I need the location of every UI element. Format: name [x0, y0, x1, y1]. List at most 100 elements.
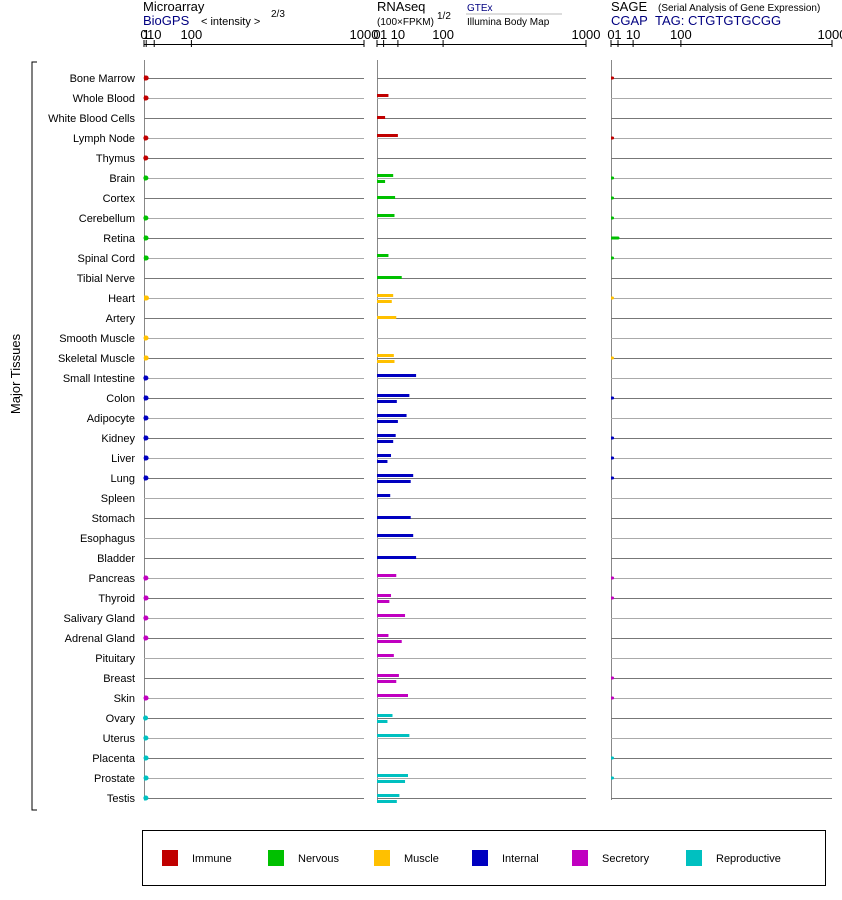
tissue-label: Skeletal Muscle: [58, 353, 135, 365]
legend-label: Reproductive: [716, 853, 781, 865]
y-axis-label: Major Tissues: [8, 333, 23, 414]
rnaseq-bar: [377, 614, 406, 617]
sage-tick-label: 0: [607, 27, 614, 42]
sage-tick-label: 1000: [818, 27, 842, 42]
rnaseq-bar: [377, 794, 400, 797]
legend-label: Internal: [502, 853, 539, 865]
rnaseq-bar: [377, 674, 399, 677]
biogps-link[interactable]: BioGPS: [143, 13, 190, 28]
microarray-bar-cap: [143, 435, 149, 441]
rnaseq-bar: [377, 734, 410, 737]
tissue-label: Uterus: [103, 733, 136, 745]
intensity-scale-exponent: 2/3: [271, 9, 285, 20]
microarray-tick-label: 1: [143, 27, 150, 42]
sage-title-note: (Serial Analysis of Gene Expression): [658, 3, 820, 14]
microarray-bar-cap: [143, 375, 149, 381]
legend-item-immune: Immune: [162, 850, 232, 866]
microarray-bar-cap: [143, 295, 149, 301]
sage-bar-cap: [611, 576, 615, 580]
tissue-label: Spinal Cord: [78, 253, 135, 265]
rnaseq-bar: [377, 294, 394, 297]
rnaseq-bar: [377, 556, 417, 559]
legend-swatch: [686, 850, 702, 866]
tissue-label: Artery: [106, 313, 136, 325]
rnaseq-bar: [377, 414, 407, 417]
tissue-label: Cerebellum: [79, 213, 135, 225]
sage-bar-cap: [611, 356, 614, 360]
sage-bar-cap: [611, 396, 615, 400]
tissue-label: Breast: [103, 673, 135, 685]
tissue-label: Cortex: [103, 193, 136, 205]
tissue-label: Small Intestine: [63, 373, 135, 385]
tissue-label: Liver: [111, 453, 135, 465]
sage-bar-cap: [611, 436, 615, 440]
cgap-link[interactable]: CGAP: [611, 13, 648, 28]
microarray-bar-cap: [143, 95, 149, 101]
sage-tag-label: TAG: CTGTGTGCGG: [655, 13, 781, 28]
sage-header: SAGE (Serial Analysis of Gene Expression…: [611, 0, 820, 28]
legend-label: Nervous: [298, 853, 339, 865]
microarray-bar-cap: [143, 155, 149, 161]
rnaseq-bar: [377, 774, 408, 777]
sage-panel: 01 10 100 1000: [607, 27, 842, 800]
legend-swatch: [472, 850, 488, 866]
sage-title: SAGE: [611, 0, 647, 14]
legend-swatch: [374, 850, 390, 866]
legend-item-internal: Internal: [472, 850, 539, 866]
rnaseq-bar: [377, 714, 393, 717]
tissue-label: Lung: [111, 473, 135, 485]
sage-bar-cap: [611, 776, 614, 780]
microarray-bar-cap: [143, 755, 149, 761]
tissue-label: Adipocyte: [87, 413, 135, 425]
rnaseq-bar: [377, 594, 392, 597]
legend-swatch: [572, 850, 588, 866]
rnaseq-tick-label: 1: [380, 27, 387, 42]
legend-label: Muscle: [404, 853, 439, 865]
sage-bar-cap: [611, 696, 615, 700]
tissue-label: Testis: [107, 793, 136, 805]
legend-swatch: [162, 850, 178, 866]
sage-tick-label: 1: [614, 27, 621, 42]
rnaseq-panel: 0 1 10 100 1000: [373, 27, 600, 803]
tissue-label: White Blood Cells: [48, 113, 135, 125]
rnaseq-bar: [377, 494, 391, 497]
rnaseq-bar: [377, 694, 408, 697]
microarray-tick-label: 100: [181, 27, 203, 42]
rnaseq-bar: [377, 196, 396, 199]
rnaseq-bar: [377, 214, 395, 217]
microarray-bar-cap: [143, 235, 149, 241]
sage-bar-cap: [611, 76, 615, 80]
gtex-link[interactable]: GTEx: [467, 3, 493, 14]
tissue-label: Bone Marrow: [70, 73, 135, 85]
sage-bar-cap: [611, 216, 614, 220]
tissue-label: Lymph Node: [73, 133, 135, 145]
rnaseq-bar: [377, 534, 414, 537]
tissue-label: Pituitary: [95, 653, 135, 665]
rnaseq-bar: [377, 254, 389, 257]
rnaseq-scale-label: (100×FPKM): [377, 17, 434, 28]
tissue-label: Tibial Nerve: [77, 273, 135, 285]
rnaseq-bar: [377, 374, 417, 377]
tissue-label: Adrenal Gland: [65, 633, 135, 645]
microarray-bar-cap: [143, 635, 149, 641]
microarray-bar-cap: [143, 255, 149, 261]
tissue-label: Prostate: [94, 773, 135, 785]
tissue-label: Stomach: [92, 513, 135, 525]
microarray-title: Microarray: [143, 0, 205, 14]
microarray-tick-label: 0: [140, 27, 147, 42]
rnaseq-bar: [377, 454, 392, 457]
rnaseq-bar: [377, 634, 389, 637]
sage-tick-label: 10: [626, 27, 640, 42]
tissue-label: Retina: [103, 233, 136, 245]
rnaseq-tick-label: 1000: [572, 27, 601, 42]
microarray-bar-cap: [143, 335, 149, 341]
microarray-bar-cap: [143, 575, 149, 581]
tissue-label: Esophagus: [80, 533, 136, 545]
microarray-bar-cap: [143, 215, 149, 221]
microarray-bar-cap: [143, 135, 149, 141]
microarray-bar-cap: [143, 175, 149, 181]
illumina-body-map-label: Illumina Body Map: [467, 17, 550, 28]
rnaseq-bar: [377, 574, 397, 577]
tissue-label: Salivary Gland: [63, 613, 135, 625]
